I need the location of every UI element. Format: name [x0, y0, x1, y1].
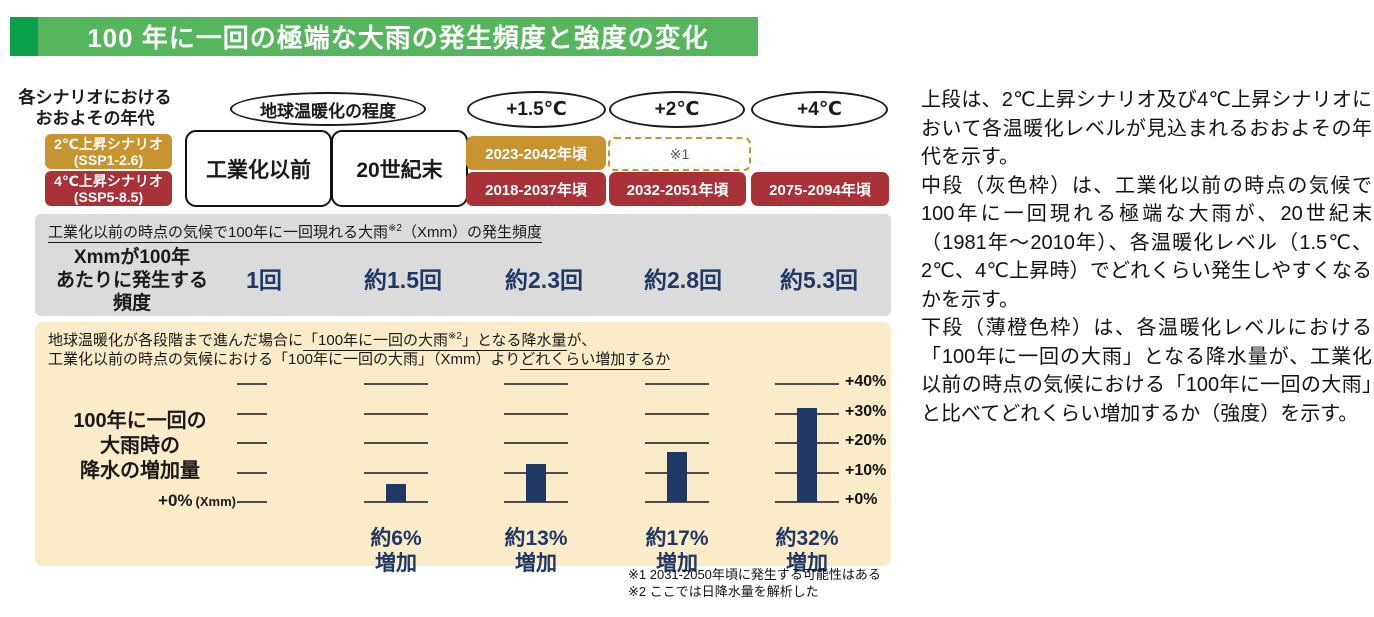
- frequency-value-4c: 約5.3回: [780, 267, 858, 293]
- frequency-row-label-line3: 頻度: [112, 293, 151, 314]
- intensity-row-label-line1: 100年に一回の: [73, 410, 207, 432]
- warming-degree-label: 地球温暖化の程度: [260, 101, 396, 121]
- footnotes: ※1 2031-2050年頃に発生する可能性はある ※2 ここでは日降水量を解析…: [628, 567, 881, 600]
- intensity-heading-line1-tail: が、: [566, 332, 597, 349]
- intensity-panel: [35, 322, 891, 566]
- description-paragraph-middle: 中段（灰色枠）は、工業化以前の時点の気候で100年に一回現れる極端な大雨が、20…: [921, 174, 1372, 311]
- frequency-value-20th-century: 約1.5回: [364, 267, 442, 293]
- page-title: 100 年に一回の極端な大雨の発生頻度と強度の変化: [87, 23, 709, 53]
- intensity-row-label: 100年に一回の 大雨時の 降水の増加量: [40, 409, 240, 484]
- intensity-heading-line1-pre: 地球温暖化が各段階まで進んだ場合に: [48, 332, 304, 349]
- zero-baseline-unit: (Xmm): [195, 494, 236, 509]
- scenario-2c-name: 2℃上昇シナリオ: [54, 135, 163, 152]
- year-box-4c-at-4c: 2075-2094年頃: [751, 172, 889, 206]
- title-accent-square: [10, 17, 38, 56]
- frequency-row-label-line1: Xmmが100年: [73, 247, 191, 268]
- footnote-2: ※2 ここでは日降水量を解析した: [628, 583, 819, 599]
- frequency-heading-tail: （Xmm）の発生頻度: [401, 224, 542, 241]
- frequency-panel: [35, 214, 891, 316]
- year-box-2c-at-1-5c: 2023-2042年頃: [466, 136, 606, 170]
- frequency-heading: 工業化以前の時点の気候で100年に一回現れる大雨※2（Xmm）の発生頻度: [48, 221, 542, 243]
- title-bar: 100 年に一回の極端な大雨の発生頻度と強度の変化: [10, 17, 758, 56]
- zero-baseline-percent: +0%: [158, 491, 193, 510]
- level-ellipse-2c: +2℃: [609, 91, 745, 128]
- scenario-4c-badge: 4℃上昇シナリオ (SSP5-8.5): [45, 171, 172, 206]
- intensity-heading-line2: 工業化以前の時点の気候における「100年に一回の大雨」（Xmm）よりどれくらい増…: [48, 348, 671, 370]
- scenario-2c-ssp: (SSP1-2.6): [73, 151, 144, 168]
- scenario-legend-heading: 各シナリオにおける おおよその年代: [14, 87, 176, 129]
- level-ellipse-1-5c: +1.5℃: [467, 91, 606, 128]
- frequency-row-label: Xmmが100年 あたりに発生する 頻度: [42, 246, 222, 315]
- description-paragraph-top: 上段は、2℃上昇シナリオ及び4℃上昇シナリオにおいて各温暖化レベルが見込まれるお…: [921, 89, 1372, 168]
- intensity-heading-line1-underline: 「100年に一回の大雨※2」となる降水量: [303, 331, 567, 351]
- intensity-row-label-line2: 大雨時の: [100, 435, 180, 457]
- scenario-2c-badge: 2℃上昇シナリオ (SSP1-2.6): [45, 134, 172, 169]
- period-box-preindustrial: 工業化以前: [185, 130, 332, 207]
- warming-degree-ellipse: 地球温暖化の程度: [230, 92, 426, 126]
- title-band: 100 年に一回の極端な大雨の発生頻度と強度の変化: [38, 17, 758, 56]
- frequency-value-2c: 約2.8回: [644, 267, 722, 293]
- period-box-20th-century: 20世紀末: [331, 130, 468, 207]
- frequency-heading-footnote-mark: ※2: [388, 223, 402, 234]
- description-paragraph-bottom: 下段（薄橙色枠）は、各温暖化レベルにおける「100年に一回の大雨」となる降水量が…: [921, 317, 1372, 425]
- intensity-heading-line1-u1: 「100年に一回の大雨: [303, 332, 449, 349]
- scenario-legend-heading-line2: おおよその年代: [35, 109, 155, 128]
- scenario-4c-name: 4℃上昇シナリオ: [54, 172, 163, 189]
- intensity-heading-line1: 地球温暖化が各段階まで進んだ場合に「100年に一回の大雨※2」となる降水量が、: [48, 329, 597, 351]
- scenario-4c-ssp: (SSP5-8.5): [73, 188, 144, 205]
- level-ellipse-4c: +4℃: [751, 91, 888, 128]
- intensity-row-label-line3: 降水の増加量: [80, 460, 200, 482]
- frequency-value-1-5c: 約2.3回: [505, 267, 583, 293]
- description-text: 上段は、2℃上昇シナリオ及び4℃上昇シナリオにおいて各温暖化レベルが見込まれるお…: [921, 86, 1372, 428]
- intensity-heading-footnote-mark: ※2: [448, 331, 462, 342]
- scenario-legend-heading-line1: 各シナリオにおける: [18, 88, 172, 107]
- footnote-1: ※1 2031-2050年頃に発生する可能性はある: [628, 567, 881, 582]
- frequency-heading-main: 工業化以前の時点の気候で100年に一回現れる大雨: [48, 224, 389, 241]
- frequency-row-label-line2: あたりに発生する: [55, 270, 208, 291]
- zero-baseline-label: +0% (Xmm): [90, 491, 236, 511]
- intensity-heading-line2-underline: どれくらい増加するか: [520, 351, 671, 370]
- intensity-heading-line2-pre: 工業化以前の時点の気候における「100年に一回の大雨」（Xmm）より: [48, 351, 521, 368]
- year-box-2c-at-2c-dashed: ※1: [608, 137, 751, 171]
- year-box-4c-at-1-5c: 2018-2037年頃: [466, 172, 606, 206]
- frequency-value-preindustrial: 1回: [246, 267, 282, 293]
- frequency-heading-underline: 工業化以前の時点の気候で100年に一回現れる大雨※2（Xmm）の発生頻度: [48, 223, 542, 243]
- intensity-heading-line1-u2: 」となる降水量: [462, 332, 567, 349]
- year-box-4c-at-2c: 2032-2051年頃: [609, 172, 746, 206]
